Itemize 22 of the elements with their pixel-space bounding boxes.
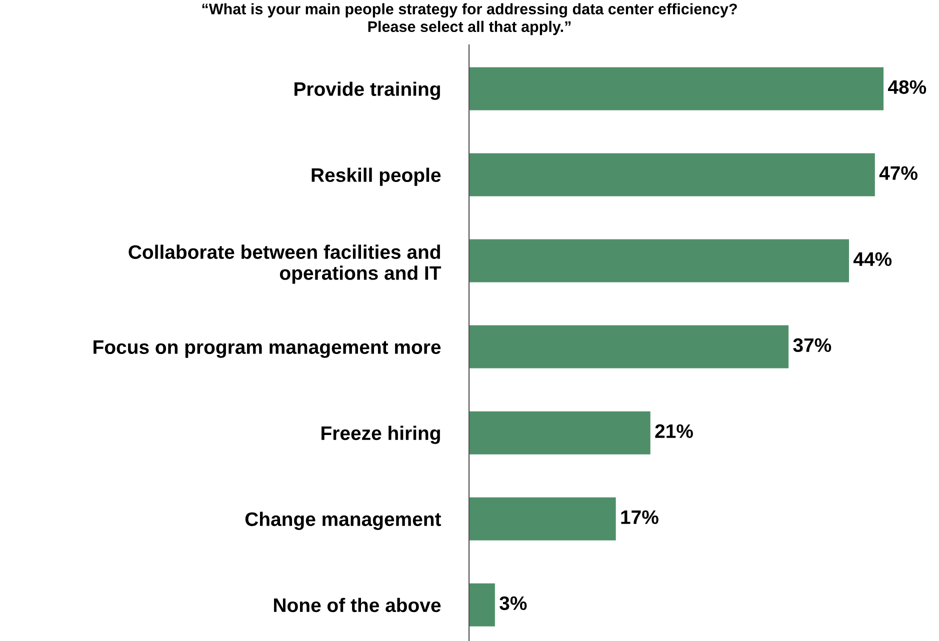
bar — [469, 153, 875, 196]
data-label: 48% — [888, 80, 926, 94]
data-label: 21% — [655, 424, 693, 438]
bar — [469, 67, 884, 110]
y-tick-label: None of the above — [274, 598, 441, 612]
y-tick-label: Change management — [245, 512, 442, 530]
bar — [469, 583, 495, 626]
chart-title: “What is your main people strategy for addressing data center efficiency? Please select all that apply.” — [202, 3, 737, 36]
y-tick-label: Reskill people — [312, 168, 441, 186]
y-tick-label: Collaborate between facilities and operations and IT — [128, 244, 442, 284]
data-label: 47% — [879, 166, 918, 180]
bar — [469, 325, 789, 368]
bar — [469, 497, 616, 540]
y-tick-label: Provide training — [294, 82, 440, 100]
data-label: 37% — [793, 338, 832, 352]
data-label: 3% — [500, 596, 527, 610]
bar — [469, 239, 849, 282]
y-tick-label: Focus on program management more — [94, 340, 441, 358]
data-label: 44% — [853, 252, 892, 266]
bar — [469, 411, 650, 454]
data-label: 17% — [621, 510, 658, 524]
y-tick-label: Freeze hiring — [322, 426, 440, 444]
